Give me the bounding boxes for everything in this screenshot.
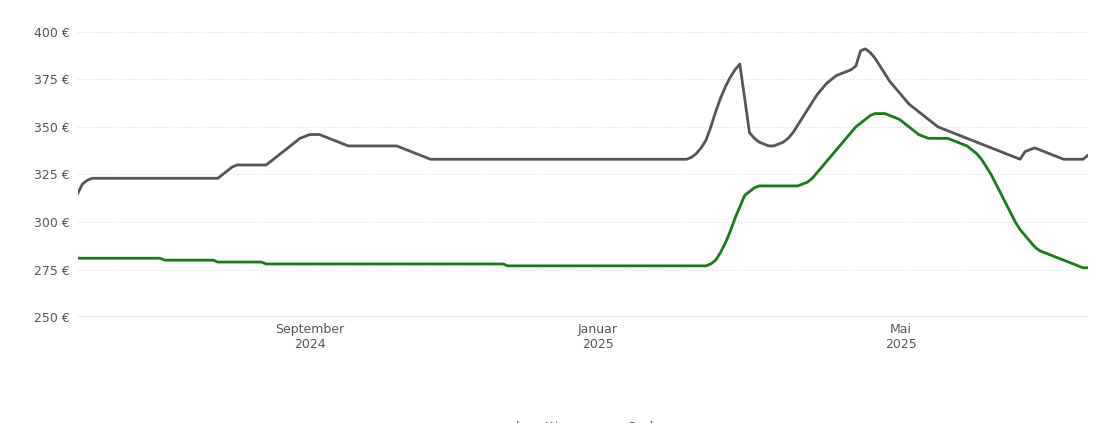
Legend: lose Ware, Sackware: lose Ware, Sackware — [473, 416, 693, 423]
